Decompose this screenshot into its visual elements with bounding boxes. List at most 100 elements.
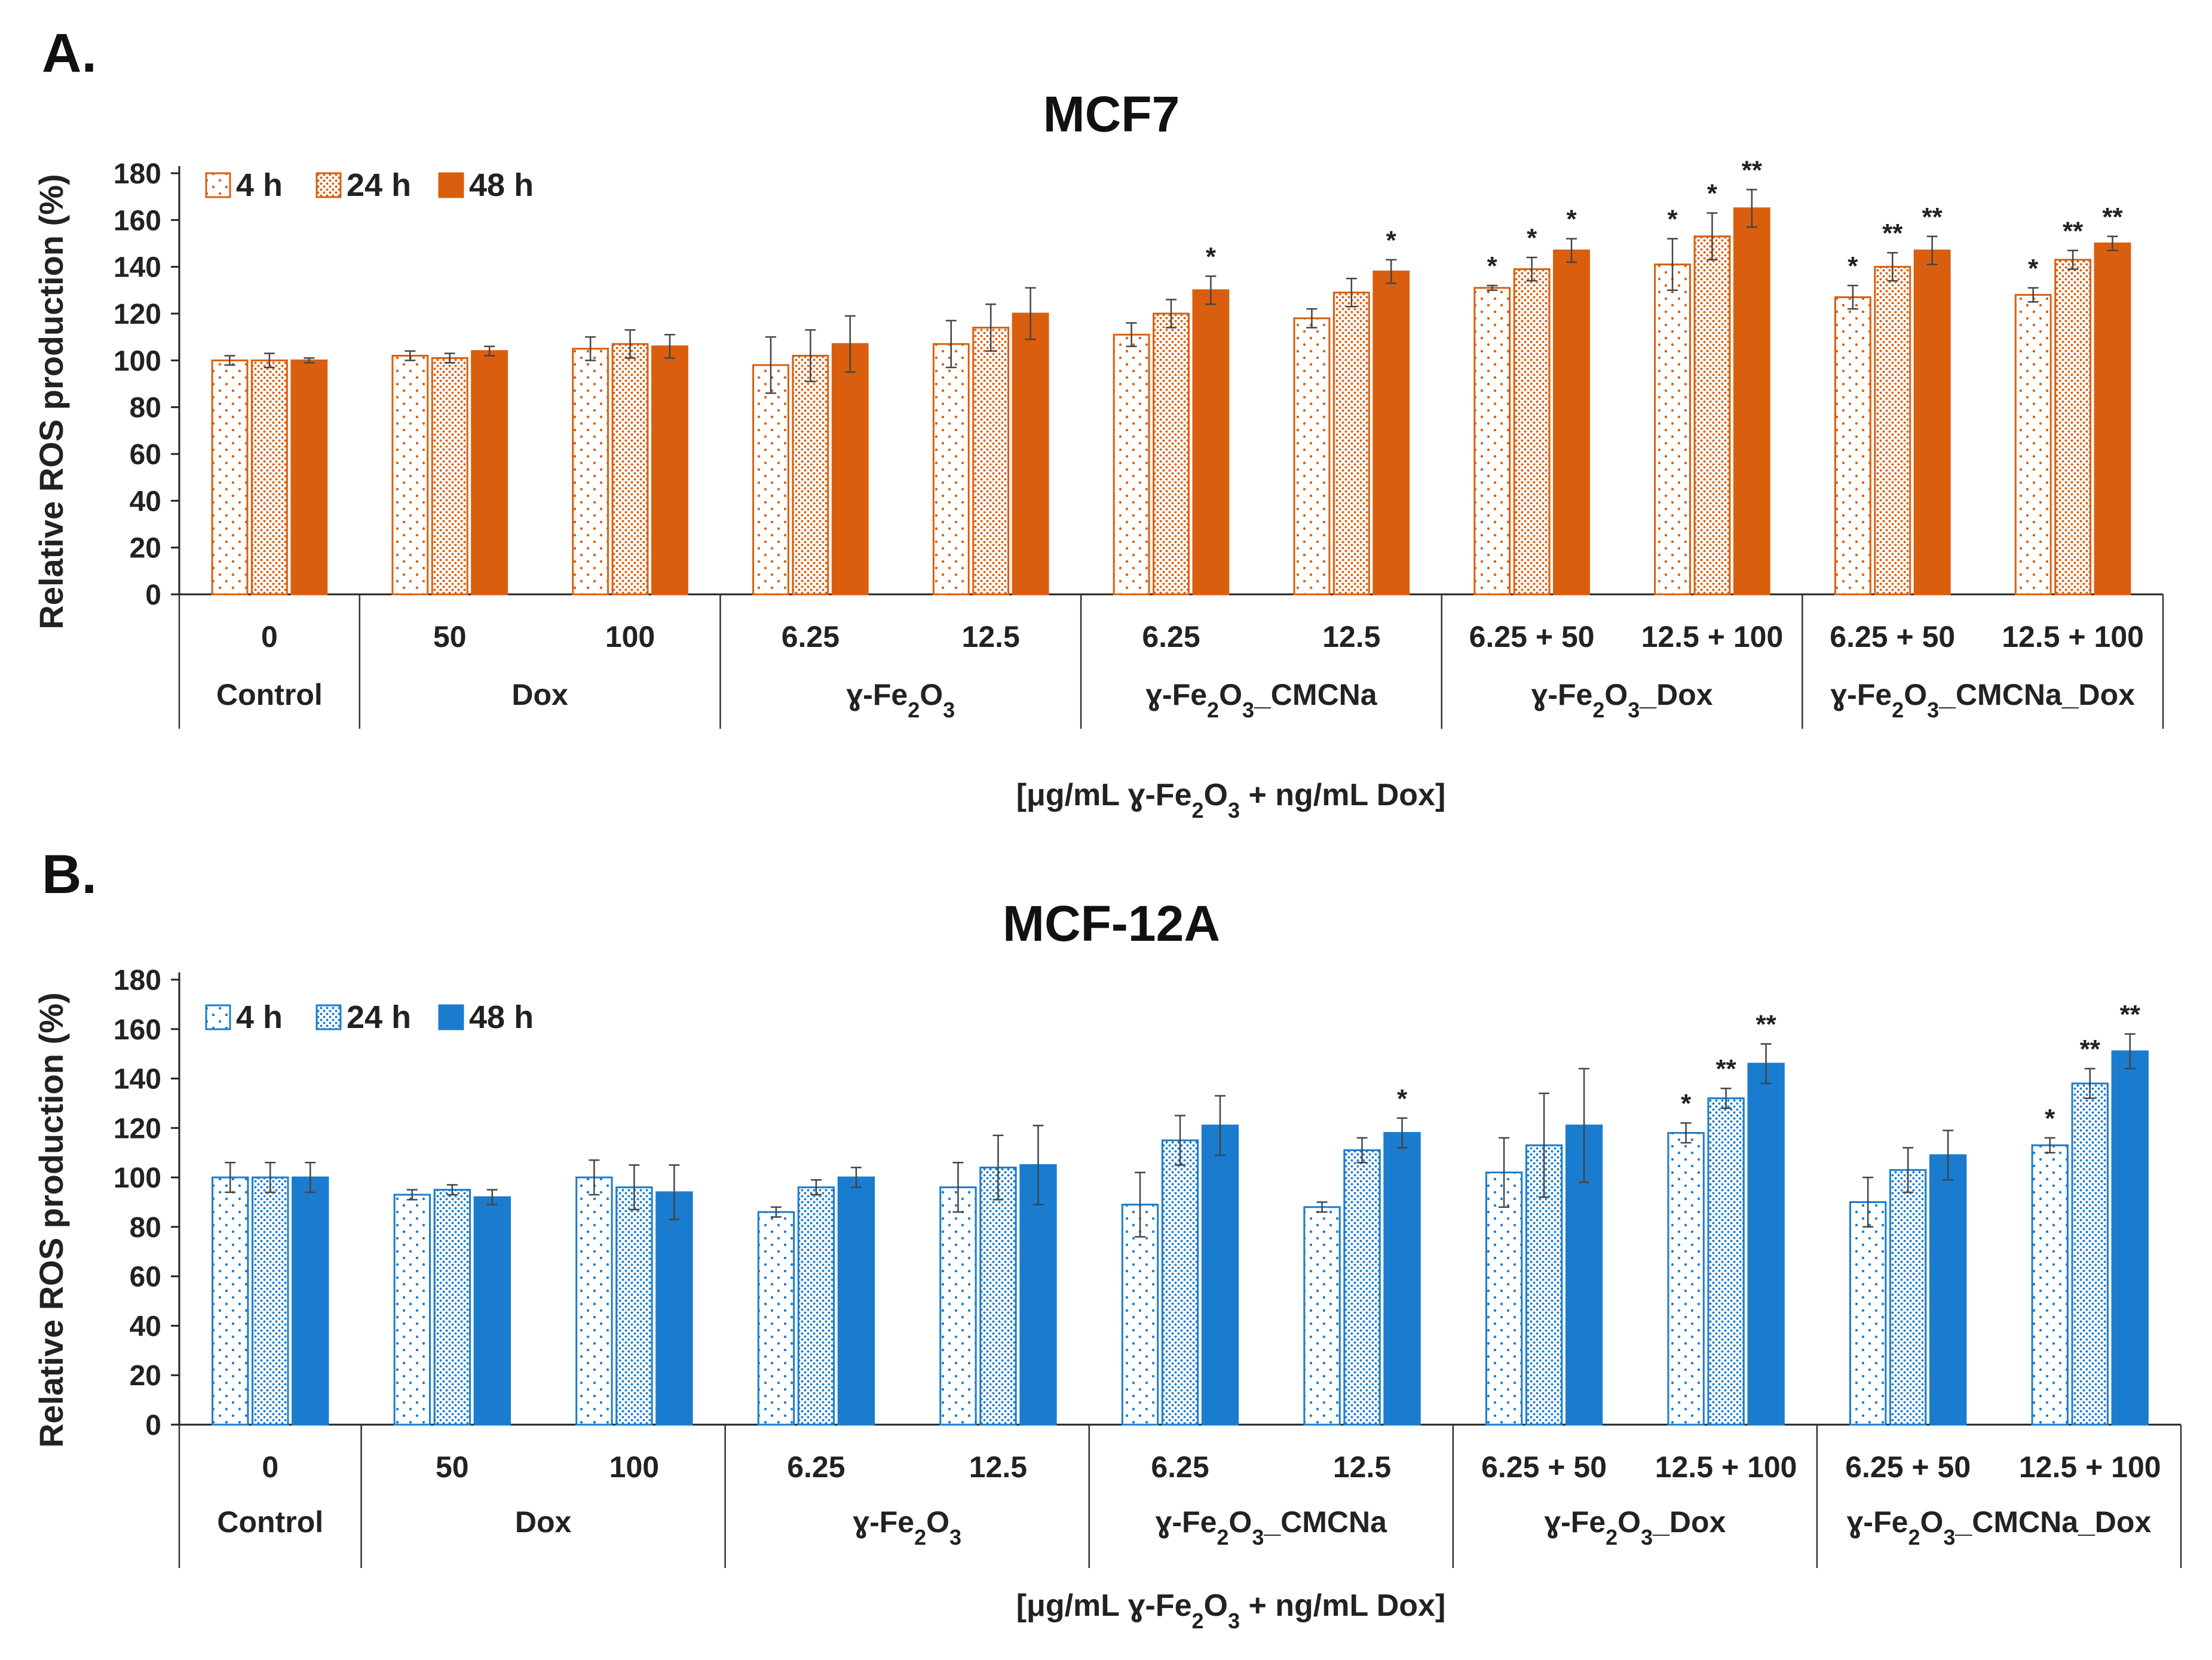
bar (292, 1176, 329, 1426)
text-part: O (1617, 1505, 1641, 1539)
text-part: 2 (1191, 798, 1203, 823)
group-label: ɣ-Fe2O3_CMCNa_Dox (1830, 678, 2135, 722)
text-part: + ng/mL Dox] (1240, 778, 1445, 812)
significance-mark: ** (1882, 219, 1903, 248)
bar (431, 357, 468, 596)
significance-mark: * (1667, 205, 1678, 234)
significance-mark: * (1566, 205, 1577, 234)
group-label: Control (217, 1505, 323, 1539)
text-part: 2 (1217, 1525, 1228, 1549)
text-part: 2 (1892, 698, 1904, 722)
legend-entry: 24 h (347, 167, 411, 203)
text-part: Dox (511, 678, 568, 711)
text-part: _CMCNa (1254, 678, 1378, 711)
legend-entry: 48 h (469, 999, 534, 1035)
legend-entry: 4 h (236, 999, 283, 1035)
bar (1019, 1164, 1057, 1426)
bar (1693, 235, 1731, 596)
y-tick-label: 140 (114, 252, 161, 284)
significance-mark: ** (1756, 1010, 1777, 1039)
bar (757, 1211, 795, 1426)
significance-mark: * (1397, 1084, 1408, 1113)
significance-mark: ** (1922, 202, 1943, 232)
category-label: 0 (262, 1450, 278, 1484)
category-label: 6.25 + 50 (1845, 1450, 1971, 1484)
bar (1834, 296, 1871, 596)
category-label: 6.25 (1151, 1450, 1209, 1484)
bar (572, 348, 609, 596)
text-part: _Dox (1652, 1505, 1726, 1539)
category-label: 12.5 (969, 1450, 1027, 1484)
bar (1667, 1132, 1705, 1426)
text-part: _CMCNa (1263, 1505, 1387, 1539)
text-part: ɣ-Fe (1830, 678, 1892, 711)
text-part: ɣ-Fe (1145, 678, 1207, 711)
y-tick-label: 20 (130, 533, 161, 564)
text-part: O (1204, 1588, 1228, 1623)
category-label: 12.5 (962, 620, 1020, 653)
bar (2111, 1050, 2149, 1426)
bar (1153, 312, 1190, 596)
text-part: O (1228, 1505, 1252, 1539)
bar (1383, 1132, 1421, 1426)
bar (655, 1191, 693, 1426)
legend-swatch (438, 172, 464, 198)
text-part: Control (217, 1505, 323, 1539)
group-label: ɣ-Fe2O3_CMCNa (1145, 678, 1378, 722)
group-label: Dox (515, 1505, 572, 1539)
text-part: ɣ-Fe (1544, 1505, 1606, 1539)
text-part: 3 (1252, 1525, 1264, 1549)
bar (1929, 1154, 1967, 1426)
text-part: 3 (1628, 698, 1640, 722)
bar (290, 359, 328, 596)
significance-mark: * (1848, 251, 1858, 281)
bar (2031, 1144, 2069, 1426)
text-part: ɣ-Fe (853, 1505, 914, 1539)
bar (792, 355, 829, 596)
legend-entry: 48 h (469, 167, 534, 203)
text-part: ɣ-Fe (1128, 778, 1192, 812)
bar (939, 1186, 977, 1426)
bar (471, 350, 508, 596)
bar (752, 364, 789, 596)
bar (252, 1176, 289, 1426)
legend: 4 h 24 h 48 h (205, 999, 534, 1035)
bar (1332, 292, 1370, 596)
bar (972, 327, 1010, 596)
category-label: 12.5 + 100 (1655, 1450, 1797, 1484)
text-part: _CMCNa_Dox (1938, 678, 2135, 711)
text-part: Dox (515, 1505, 572, 1539)
bar (2094, 243, 2131, 596)
bar (1303, 1206, 1341, 1426)
bar (1293, 317, 1331, 596)
significance-mark: * (1707, 179, 1718, 208)
y-tick-label: 40 (130, 486, 161, 517)
significance-mark: * (1527, 223, 1537, 253)
panel-letter-b: B. (42, 844, 97, 905)
group-label: Dox (511, 678, 568, 711)
bar (1473, 287, 1511, 596)
significance-mark: * (1681, 1089, 1692, 1118)
chart-title: MCF7 (1043, 86, 1180, 142)
significance-mark: * (1206, 242, 1217, 271)
significance-mark: ** (1742, 155, 1763, 185)
significance-mark: ** (2080, 1035, 2101, 1064)
text-part: O (1920, 1505, 1943, 1539)
bar (651, 345, 688, 596)
bar (212, 1176, 249, 1426)
y-tick-label: 60 (130, 439, 161, 471)
text-part: [μg/mL (1016, 1588, 1128, 1623)
category-label: 100 (605, 620, 655, 653)
bar (250, 359, 288, 596)
group-label: ɣ-Fe2O3_Dox (1531, 678, 1713, 722)
category-label: 12.5 + 100 (1641, 620, 1784, 653)
significance-mark: * (1386, 226, 1397, 255)
y-tick-label: 160 (114, 1014, 161, 1046)
y-tick-label: 140 (114, 1064, 161, 1096)
text-part: O (1904, 678, 1927, 711)
bar (1553, 249, 1590, 596)
panel-letter-a: A. (42, 23, 97, 84)
bar (1113, 333, 1150, 596)
y-tick-label: 80 (130, 392, 161, 424)
